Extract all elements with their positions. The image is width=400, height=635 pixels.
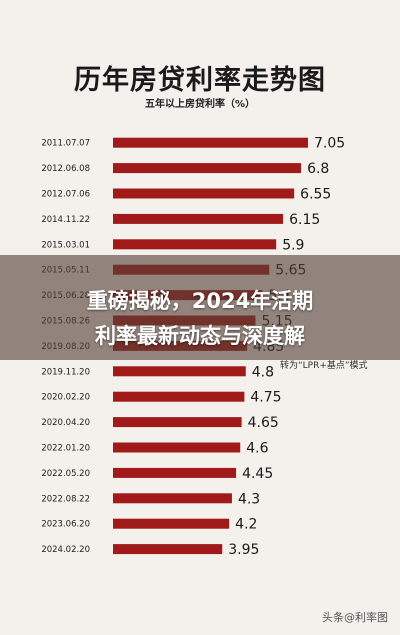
chart-title: 历年房贷利率走势图 <box>74 65 326 96</box>
headline-line-2[interactable]: 利率最新动态与深度解 <box>95 324 305 348</box>
category-label: 2022.01.20 <box>41 444 90 454</box>
lpr-annotation: 转为“LPR+基点”模式 <box>280 361 368 371</box>
source-watermark: 头条@利率图 <box>322 611 388 624</box>
category-label: 2023.06.20 <box>41 520 90 530</box>
headline-overlay <box>0 255 400 360</box>
bar <box>113 417 242 428</box>
chart-subtitle: 五年以上房贷利率（%） <box>144 99 256 110</box>
category-label: 2020.02.20 <box>41 393 90 403</box>
value-label: 6.55 <box>300 187 331 203</box>
value-label: 4.45 <box>242 466 273 482</box>
value-label: 6.8 <box>307 161 329 177</box>
category-label: 2012.06.08 <box>41 164 90 174</box>
value-label: 4.3 <box>238 491 260 507</box>
value-label: 5.9 <box>282 237 304 253</box>
bar <box>113 493 232 504</box>
value-label: 3.95 <box>228 542 259 558</box>
category-label: 2019.11.20 <box>41 367 90 377</box>
category-label: 2020.04.20 <box>41 418 90 428</box>
value-label: 7.05 <box>314 136 345 152</box>
category-label: 2012.07.06 <box>41 190 90 200</box>
bar <box>113 366 246 377</box>
bar <box>113 137 309 148</box>
bar <box>113 239 277 250</box>
category-label: 2011.07.07 <box>41 139 90 149</box>
category-label: 2022.05.20 <box>41 469 90 479</box>
value-label: 4.8 <box>252 364 274 380</box>
value-label: 4.6 <box>246 441 268 457</box>
headline-line-1[interactable]: 重磅揭秘，2024年活期 <box>86 289 314 313</box>
category-label: 2022.08.22 <box>41 494 90 504</box>
bar <box>113 442 241 453</box>
bar <box>113 163 302 174</box>
value-label: 4.2 <box>235 517 257 533</box>
bar <box>113 467 237 478</box>
bar <box>113 188 295 199</box>
category-label: 2024.02.20 <box>41 545 90 555</box>
value-label: 4.75 <box>250 390 281 406</box>
bar <box>113 518 230 529</box>
category-label: 2015.03.01 <box>41 240 90 250</box>
bar <box>113 544 223 555</box>
value-label: 4.65 <box>248 415 279 431</box>
bar <box>113 213 284 224</box>
value-label: 6.15 <box>289 212 320 228</box>
category-label: 2014.11.22 <box>41 215 90 225</box>
bar <box>113 391 245 402</box>
